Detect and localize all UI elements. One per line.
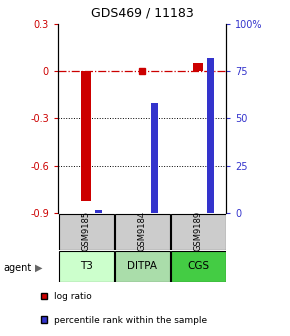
Bar [59, 251, 113, 282]
Text: T3: T3 [79, 261, 93, 270]
Text: GSM9185: GSM9185 [81, 211, 90, 251]
Bar [151, 103, 158, 213]
Text: DITPA: DITPA [127, 261, 157, 270]
Bar [207, 58, 214, 213]
Bar [193, 63, 203, 71]
Bar [59, 214, 113, 250]
Text: ▶: ▶ [35, 263, 43, 273]
Bar [115, 251, 170, 282]
Text: percentile rank within the sample: percentile rank within the sample [54, 316, 207, 325]
Bar [81, 71, 91, 201]
Bar [115, 214, 170, 250]
Text: GSM9189: GSM9189 [194, 211, 203, 251]
Text: log ratio: log ratio [54, 292, 92, 301]
Bar [171, 214, 226, 250]
Text: CGS: CGS [187, 261, 209, 270]
Bar [171, 251, 226, 282]
Text: GSM9184: GSM9184 [137, 211, 147, 251]
Bar [95, 210, 102, 213]
Title: GDS469 / 11183: GDS469 / 11183 [91, 7, 193, 19]
Text: agent: agent [3, 263, 31, 273]
